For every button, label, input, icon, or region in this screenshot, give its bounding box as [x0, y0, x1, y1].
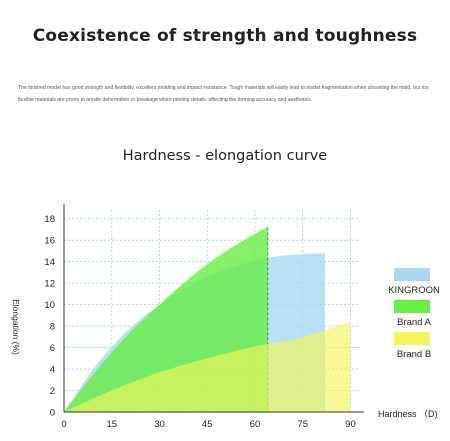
y-tick-label: 8	[50, 322, 55, 333]
series-area-brand-b	[64, 321, 351, 412]
page-heading: Coexistence of strength and toughness	[32, 26, 418, 46]
x-tick-label: 90	[345, 419, 356, 430]
description-text: The finished model has good strength and…	[18, 85, 429, 103]
tick-layer: 0 2 4 6 8 10 12 14 16 18 0 15 30 45 60 75 90	[44, 214, 355, 430]
y-tick-label: 18	[44, 214, 55, 225]
x-tick-label: 15	[106, 419, 117, 430]
area-layer	[64, 227, 351, 412]
axis-layer	[63, 204, 364, 413]
legend-label: Brand B	[396, 349, 432, 360]
x-tick-label: 45	[202, 419, 213, 430]
y-tick-label: 16	[44, 236, 55, 247]
x-tick-label: 75	[297, 419, 308, 430]
y-tick-label: 4	[50, 365, 55, 376]
legend-label: Brand A	[397, 317, 431, 328]
legend-label: KINGROON	[388, 285, 440, 296]
legend-item-kingroon: KINGROON	[384, 268, 444, 296]
y-tick-label: 0	[50, 408, 55, 419]
x-tick-label: 0	[61, 419, 66, 430]
x-tick-label: 30	[154, 419, 165, 430]
y-tick-label: 12	[44, 279, 55, 290]
x-axis-label: Hardness （D)	[378, 409, 438, 419]
legend-swatch	[394, 268, 430, 281]
legend-swatch	[394, 332, 430, 345]
y-tick-label: 14	[44, 257, 55, 268]
y-tick-label: 2	[50, 386, 55, 397]
y-tick-label: 6	[50, 343, 55, 354]
legend-item-brand-a: Brand A	[384, 300, 444, 328]
chart-title: Hardness - elongation curve	[122, 148, 328, 164]
x-tick-label: 60	[250, 419, 261, 430]
legend-item-brand-b: Brand B	[384, 332, 444, 360]
legend-swatch	[394, 300, 430, 313]
y-axis-label: Elongation (%)	[11, 299, 21, 355]
y-tick-label: 10	[44, 300, 55, 311]
